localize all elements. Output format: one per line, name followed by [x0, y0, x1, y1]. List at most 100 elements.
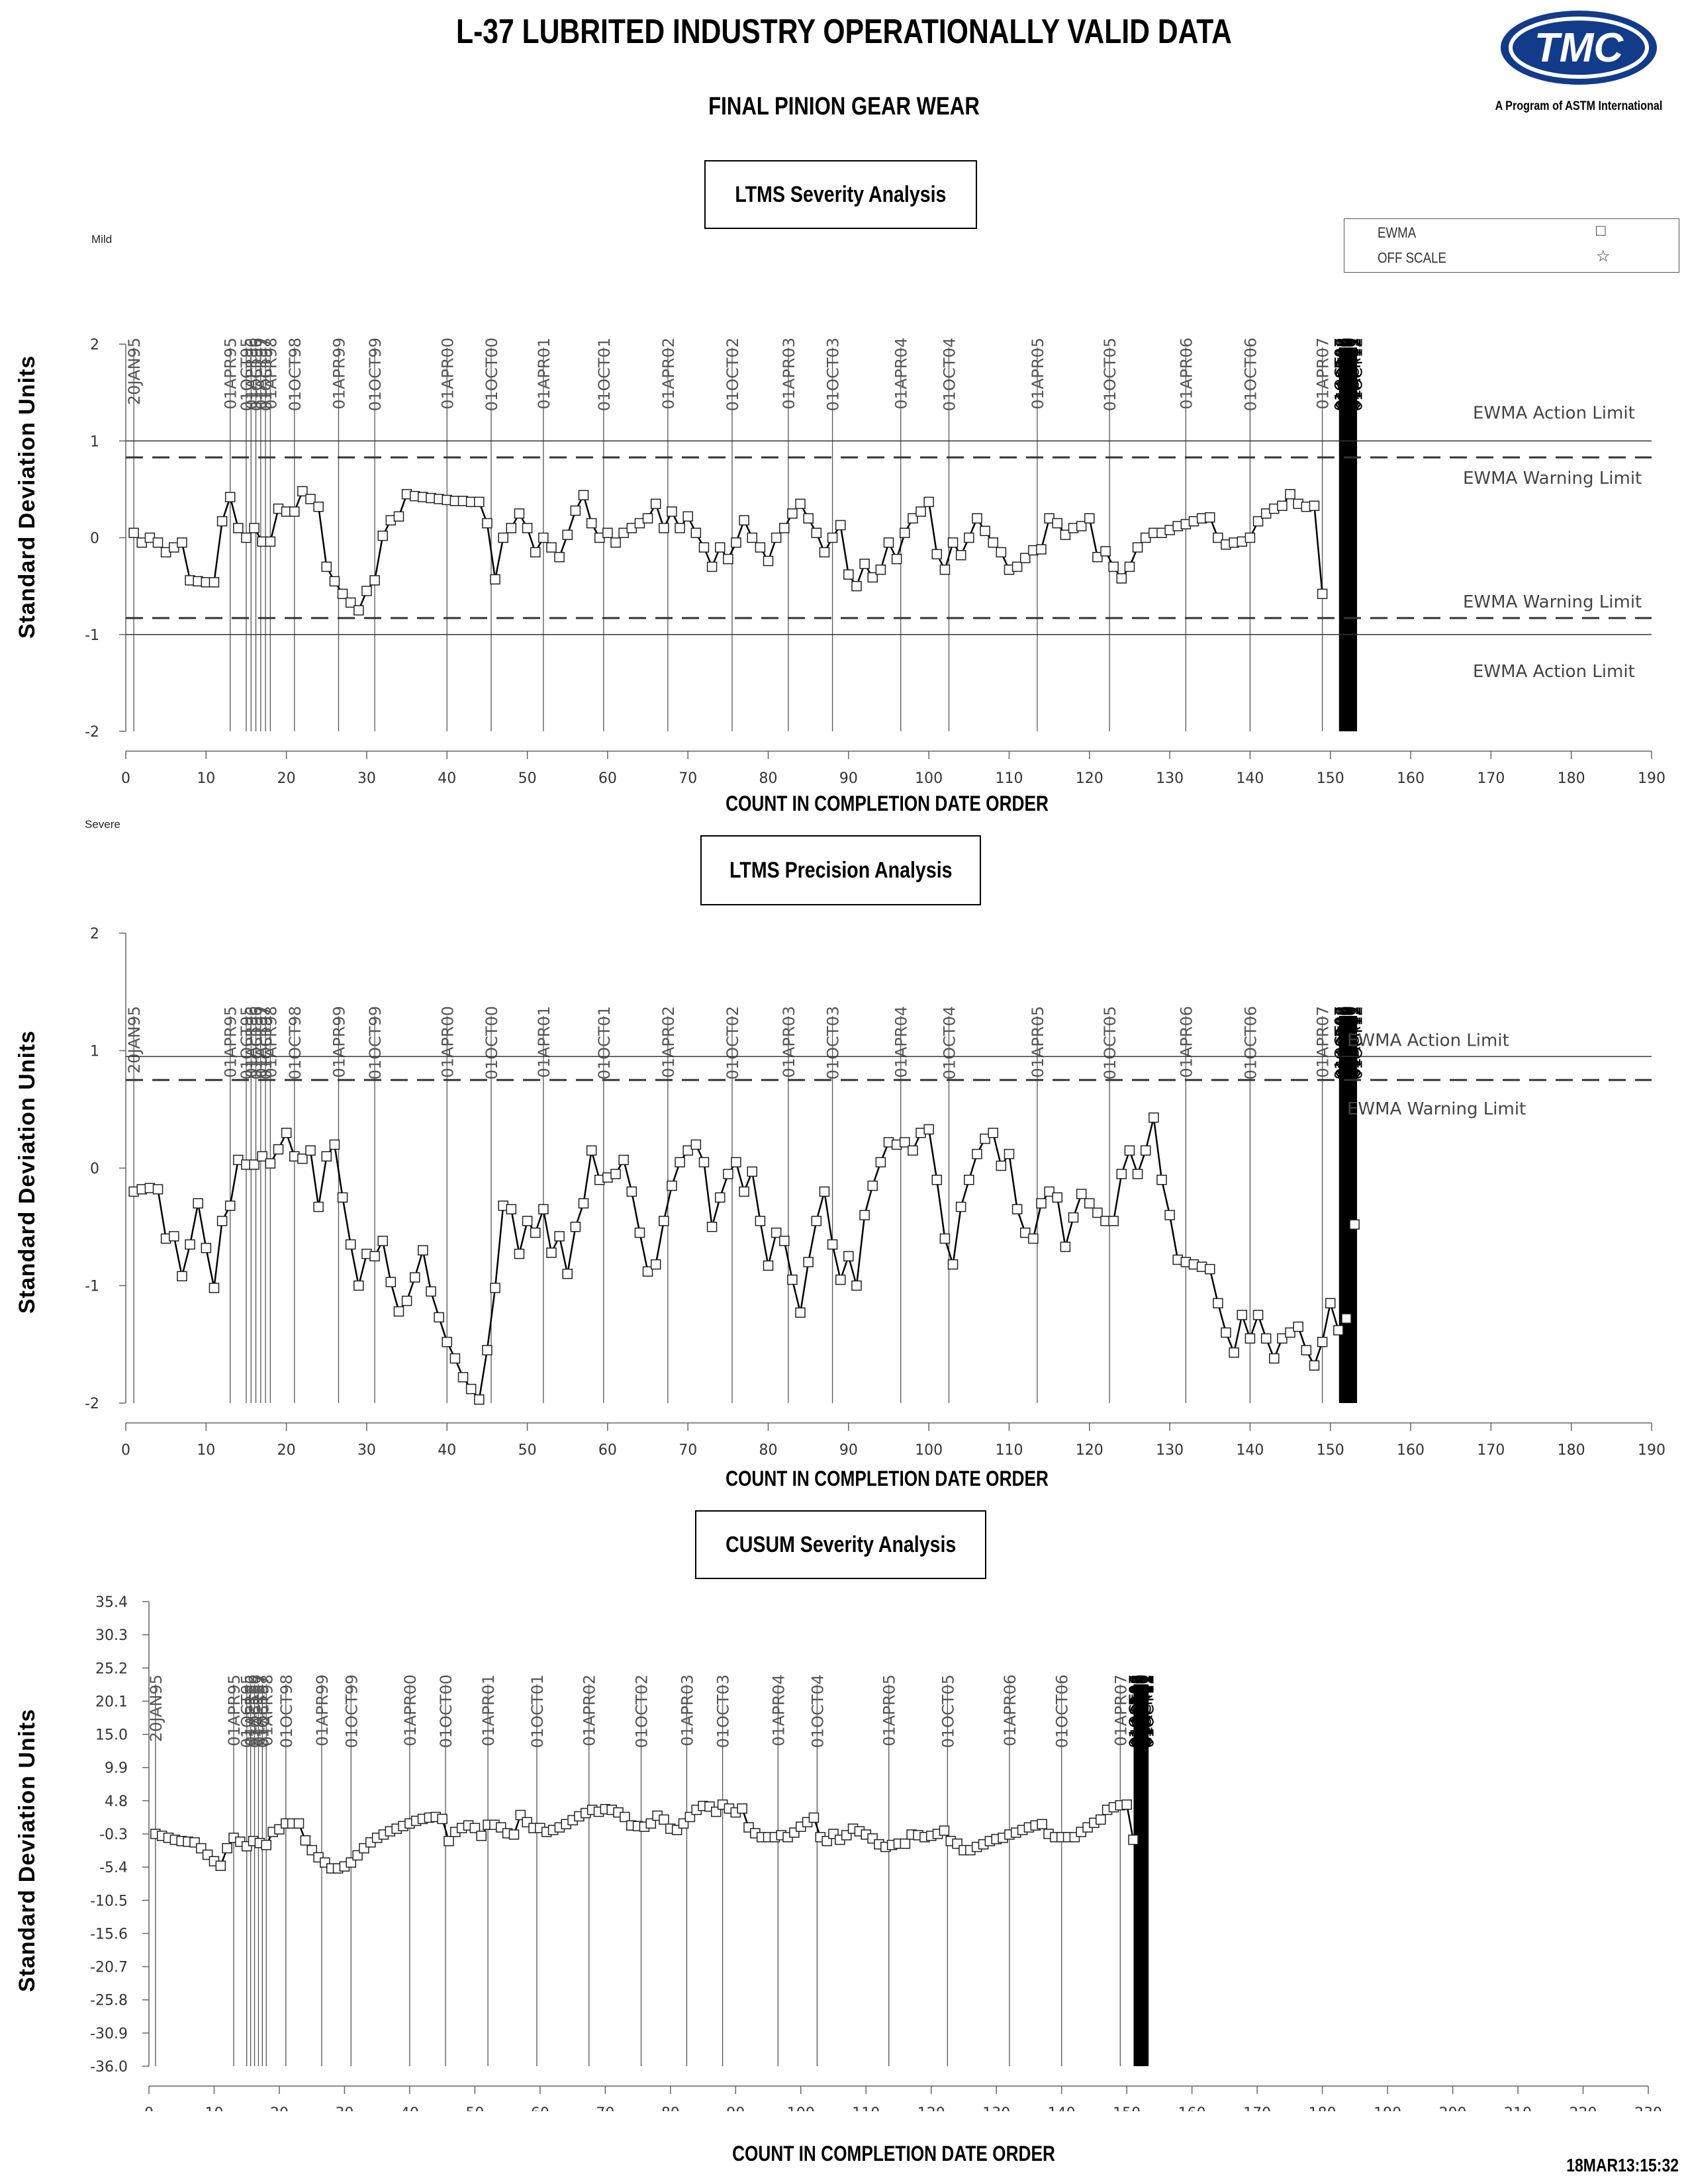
chart3-y-tick-label: 15.0 [95, 1727, 128, 1744]
chart2-corner-label: Severe [85, 818, 120, 831]
chart1-data-point [771, 532, 782, 543]
chart2-date-marker-label: 01OCT03 [824, 1006, 843, 1079]
chart1-x-tick-label: 120 [1076, 770, 1103, 787]
chart1-data-point [506, 523, 517, 533]
chart2-data-point [626, 1186, 637, 1197]
chart2-data-point [1116, 1169, 1127, 1179]
chart2-data-point [859, 1210, 870, 1220]
chart2-data-point [1076, 1189, 1087, 1199]
chart2-data-point [434, 1312, 444, 1323]
chart3-date-marker-label: 01OCT06 [1053, 1674, 1072, 1748]
chart1-y-tick-label: 2 [90, 337, 99, 353]
chart1-data-point [827, 532, 838, 543]
chart3-y-tick-label: 4.8 [105, 1794, 128, 1810]
chart1-data-point [859, 559, 870, 569]
chart2-x-tick-label: 160 [1397, 1442, 1425, 1459]
chart1-data-point [690, 527, 702, 538]
logo-text: TMC [1534, 25, 1624, 71]
chart2-data-point [329, 1139, 340, 1150]
chart3-x-tick-label: 160 [1178, 2105, 1206, 2111]
chart3-y-tick-label: -25.8 [90, 1993, 128, 2009]
chart1-data-point [843, 569, 854, 580]
chart2-x-tick-label: 0 [121, 1442, 130, 1459]
chart2-data-point [867, 1180, 878, 1191]
chart2-x-tick-label: 50 [518, 1442, 537, 1459]
chart2-data-point [843, 1251, 854, 1261]
chart3-data-point [215, 1860, 226, 1871]
chart2-data-point [554, 1231, 565, 1242]
chart3-data-point [620, 1811, 630, 1823]
chart2-data-point [675, 1157, 685, 1167]
chart3-data-point [939, 1825, 950, 1836]
chart3-title: CUSUM Severity Analysis [695, 1510, 986, 1579]
chart2-date-marker-label: 01OCT97 [257, 1006, 275, 1079]
chart1-date-marker-label: 01OCT99 [366, 338, 385, 411]
chart1-data-point [1277, 500, 1288, 511]
chart1-x-tick-label: 90 [839, 770, 858, 787]
chart1-data-point [642, 513, 653, 523]
chart2-data-point [900, 1137, 910, 1148]
chart3-x-tick-label: 150 [1113, 2105, 1141, 2111]
chart1-data-point [562, 529, 573, 540]
chart1-data-point [490, 574, 500, 585]
timestamp: 18MAR13:15:32 [1566, 2155, 1679, 2175]
chart1-data-point [305, 494, 316, 504]
chart2-data-point [923, 1124, 934, 1135]
chart2-data-point [667, 1180, 677, 1191]
chart1-data-point [602, 527, 613, 538]
chart2-data-point [1011, 1204, 1023, 1214]
chart1-x-tick-label: 140 [1236, 770, 1264, 787]
chart3-x-tick-label: 20 [270, 2105, 289, 2111]
chart2-data-point [1349, 1219, 1360, 1230]
chart1-data-point [1317, 588, 1328, 600]
chart1-data-point [659, 523, 669, 533]
chart2-data-point [650, 1259, 661, 1270]
chart1-data-point [1132, 542, 1143, 553]
chart2-x-tick-label: 70 [679, 1442, 697, 1459]
chart3-x-tick-label: 30 [335, 2105, 353, 2111]
chart1-data-point [915, 506, 926, 517]
chart2-date-marker-label: 01APR01 [535, 1006, 553, 1078]
chart3-x-tick-label: 130 [982, 2105, 1010, 2111]
chart2-data-point [297, 1154, 308, 1164]
chart2-data-point [224, 1201, 236, 1211]
chart1-data-point [883, 537, 894, 548]
chart1-x-tick-label: 30 [357, 770, 376, 787]
chart2-x-tick-label: 130 [1156, 1442, 1184, 1459]
chart3-data-point [1096, 1814, 1106, 1825]
chart1-data-point [474, 496, 485, 508]
chart3-data-point [1128, 1835, 1139, 1845]
chart2-date-marker-label: 01APR96 [242, 1006, 261, 1078]
chart1-data-point [900, 527, 910, 538]
chart3-x-tick-label: 120 [917, 2105, 945, 2111]
chart1-data-point [706, 561, 718, 572]
chart2-data-point [947, 1259, 959, 1270]
chart2-data-point [1205, 1263, 1215, 1275]
chart2-data-point [426, 1286, 436, 1297]
chart1-data-point [1019, 553, 1031, 563]
chart1-data-point [216, 516, 228, 527]
chart1-data-point [819, 547, 830, 558]
chart1-data-point [739, 515, 749, 525]
chart3-x-tick-label: 100 [787, 2105, 815, 2111]
chart1-data-point [867, 572, 878, 583]
chart1-x-tick-label: 150 [1317, 770, 1344, 787]
chart3-date-marker-label: 01OCT12 [1139, 1674, 1158, 1748]
chart2-data-point [1124, 1145, 1135, 1156]
chart3-x-tick-label: 0 [144, 2105, 154, 2111]
chart1-data-point [972, 513, 982, 523]
legend-offscale-label: OFF SCALE [1378, 250, 1446, 266]
chart3-date-marker-label: 01OCT99 [342, 1674, 361, 1748]
chart3-data-point [645, 1818, 657, 1829]
chart1-data-point [1100, 546, 1111, 557]
chart2-date-marker-label: 20JAN95 [125, 1006, 144, 1073]
chart3-date-marker-label: 01OCT03 [714, 1674, 733, 1748]
chart2-date-marker-label: 01APR02 [659, 1006, 678, 1078]
chart1-date-marker-label: 01APR00 [438, 338, 457, 410]
chart2-date-marker-label: 01APR97 [252, 1006, 271, 1078]
chart3-x-tick-label: 110 [852, 2105, 880, 2111]
chart3-data-point [1037, 1819, 1047, 1830]
chart2-data-point [706, 1222, 718, 1232]
chart3-data-point [469, 1823, 481, 1833]
